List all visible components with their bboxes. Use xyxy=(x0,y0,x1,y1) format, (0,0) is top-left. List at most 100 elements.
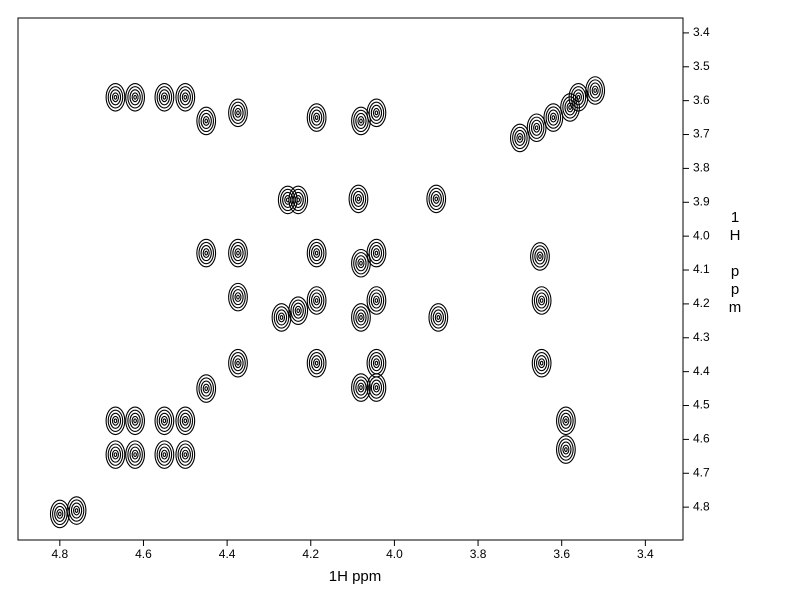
contour-peak xyxy=(290,188,306,212)
contour-peak xyxy=(354,193,362,204)
x-tick-label: 3.8 xyxy=(470,547,487,561)
y-tick-label: 4.2 xyxy=(693,296,710,310)
contour-peak xyxy=(372,382,380,393)
contour-peak xyxy=(198,377,214,400)
contour-peak xyxy=(374,298,379,303)
contour-peak xyxy=(230,241,246,265)
contour-peak xyxy=(234,248,242,259)
contour-peak xyxy=(49,499,70,529)
contour-peak xyxy=(154,440,175,469)
contour-peak xyxy=(236,294,240,300)
contour-peak xyxy=(357,116,365,126)
contour-peak xyxy=(351,303,371,332)
contour-peak xyxy=(434,312,442,323)
contour-peak xyxy=(516,132,524,143)
y-tick-label: 4.6 xyxy=(693,432,710,446)
contour-peak xyxy=(204,118,209,124)
contour-peak xyxy=(528,116,545,139)
contour-peak xyxy=(236,360,240,366)
contour-peak xyxy=(353,109,369,133)
contour-peak xyxy=(366,98,387,128)
contour-peak xyxy=(228,348,248,378)
contour-peak xyxy=(288,185,309,215)
contour-peak xyxy=(127,443,143,466)
contour-peak xyxy=(196,374,217,403)
contour-peak xyxy=(308,241,325,265)
contour-peak xyxy=(179,412,191,429)
contour-peak xyxy=(160,449,168,460)
contour-peak xyxy=(539,360,544,366)
contour-peak xyxy=(306,348,327,378)
contour-peak xyxy=(526,113,547,143)
contour-peak xyxy=(533,352,550,375)
contour-peak xyxy=(158,412,171,429)
contour-peak xyxy=(430,190,442,207)
contour-peak xyxy=(129,89,141,106)
contour-peak xyxy=(310,245,323,262)
contour-peak xyxy=(562,444,570,455)
contour-peak xyxy=(350,187,367,211)
contour-peak xyxy=(374,110,379,116)
contour-peak xyxy=(558,438,574,461)
contour-peak xyxy=(558,409,574,432)
contour-peak xyxy=(162,94,167,100)
x-axis-title: 1H ppm xyxy=(329,568,382,585)
y-tick-label: 4.3 xyxy=(693,330,710,344)
contour-peak xyxy=(73,505,81,516)
contour-peak xyxy=(374,385,379,390)
contour-peak xyxy=(368,241,385,265)
contour-peak xyxy=(562,415,570,426)
contour-peak xyxy=(236,110,240,116)
contour-peak xyxy=(70,502,83,519)
contour-peak xyxy=(432,309,444,326)
contour-peak xyxy=(585,76,606,105)
y-tick-label: 4.8 xyxy=(693,499,710,513)
contour-peak xyxy=(107,86,124,109)
contour-peak xyxy=(177,86,194,109)
contour-peak xyxy=(234,107,242,118)
contour-peak xyxy=(125,440,146,469)
contour-peak xyxy=(111,92,119,103)
contour-peak xyxy=(426,184,447,214)
contour-peak xyxy=(370,379,383,396)
contour-peak xyxy=(534,248,546,265)
contour-peak xyxy=(372,107,380,118)
contour-peak xyxy=(133,94,137,100)
contour-peak xyxy=(545,106,562,129)
contour-peak xyxy=(129,446,141,463)
contour-peak xyxy=(560,441,572,458)
contour-peak xyxy=(368,101,385,125)
contour-peak xyxy=(359,385,363,390)
contour-peak xyxy=(204,250,209,256)
contour-peak xyxy=(351,373,371,402)
contour-peak xyxy=(531,348,552,378)
contour-peak xyxy=(366,348,387,378)
contour-peak xyxy=(570,86,587,109)
contour-peak xyxy=(177,443,194,466)
contour-peak xyxy=(109,412,122,429)
contour-peak xyxy=(549,112,557,123)
contour-peak xyxy=(308,289,325,312)
contour-peak xyxy=(162,452,167,458)
contour-peak xyxy=(156,86,173,109)
contour-peak xyxy=(532,245,548,268)
contour-peak xyxy=(230,352,246,375)
contour-peak xyxy=(533,122,541,133)
contour-peak xyxy=(232,355,244,372)
contour-peak xyxy=(313,112,321,123)
contour-peak xyxy=(374,250,379,256)
contour-peak xyxy=(374,360,379,366)
contour-peak xyxy=(175,440,196,469)
contour-peak xyxy=(131,449,139,460)
contour-peak xyxy=(587,79,603,102)
contour-peak xyxy=(158,89,171,106)
contour-peak xyxy=(314,298,319,303)
contour-peak xyxy=(370,104,383,121)
x-tick-label: 3.4 xyxy=(637,547,654,561)
contour-peak xyxy=(277,312,286,323)
contour-peak xyxy=(370,292,383,309)
contour-peak xyxy=(279,315,284,320)
contour-peak xyxy=(204,386,209,392)
contour-peak xyxy=(131,415,139,426)
